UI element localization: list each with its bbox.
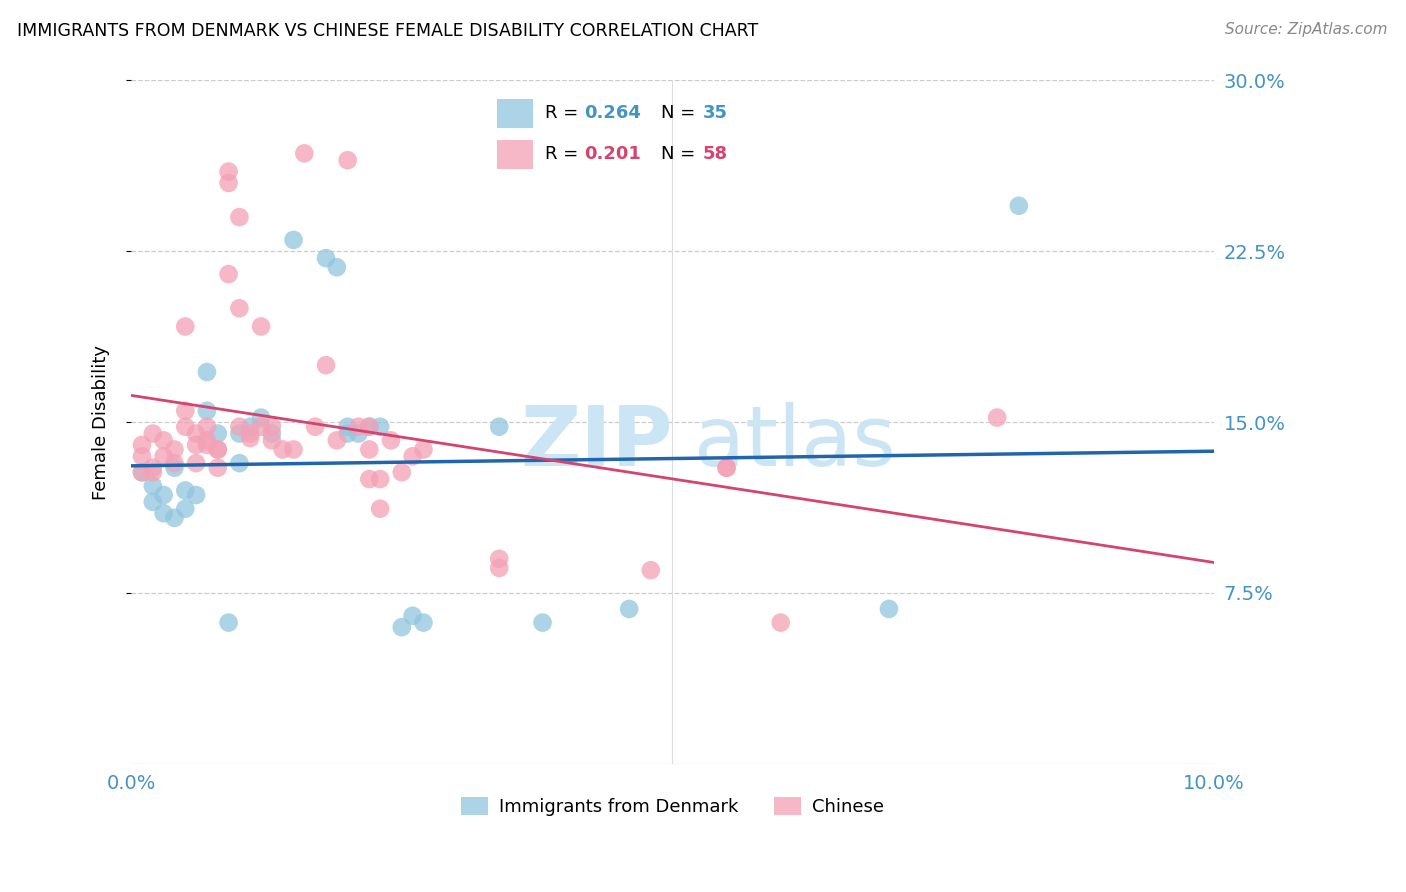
Point [617, 602, 640, 616]
Point [142, 479, 165, 493]
Text: IMMIGRANTS FROM DENMARK VS CHINESE FEMALE DISABILITY CORRELATION CHART: IMMIGRANTS FROM DENMARK VS CHINESE FEMAL… [17, 22, 758, 40]
Point [163, 460, 186, 475]
Point [174, 419, 197, 434]
Point [195, 419, 218, 434]
Point [380, 434, 402, 448]
Point [250, 319, 273, 334]
Point [488, 419, 510, 434]
Point [271, 442, 294, 457]
Point [359, 442, 381, 457]
Point [304, 419, 326, 434]
Point [195, 434, 218, 448]
Point [283, 233, 305, 247]
Point [283, 442, 305, 457]
Point [228, 210, 250, 224]
Point [336, 153, 359, 168]
Point [174, 319, 197, 334]
Point [207, 442, 229, 457]
Point [412, 442, 434, 457]
Point [218, 615, 240, 630]
Point [163, 456, 186, 470]
Point [218, 176, 240, 190]
Point [239, 431, 262, 445]
Point [239, 419, 262, 434]
Point [142, 460, 165, 475]
Point [184, 488, 207, 502]
Point [174, 403, 197, 417]
Point [336, 426, 359, 441]
Point [716, 460, 738, 475]
Point [391, 620, 413, 634]
Point [163, 442, 186, 457]
Point [218, 267, 240, 281]
Point [228, 426, 250, 441]
Point [228, 301, 250, 316]
Point [184, 456, 207, 470]
Point [640, 563, 662, 577]
Point [142, 426, 165, 441]
Point [207, 460, 229, 475]
Point [347, 419, 370, 434]
Point [131, 438, 153, 452]
Point [412, 615, 434, 630]
Point [163, 511, 186, 525]
Point [359, 472, 381, 486]
Point [152, 506, 174, 520]
Point [152, 434, 174, 448]
Point [195, 365, 218, 379]
Text: Source: ZipAtlas.com: Source: ZipAtlas.com [1225, 22, 1388, 37]
Point [195, 438, 218, 452]
Point [250, 419, 273, 434]
Point [368, 472, 391, 486]
Point [184, 426, 207, 441]
Point [401, 450, 423, 464]
Point [152, 488, 174, 502]
Y-axis label: Female Disability: Female Disability [93, 344, 110, 500]
Point [228, 419, 250, 434]
Text: atlas: atlas [695, 402, 896, 483]
Point [716, 460, 738, 475]
Point [250, 410, 273, 425]
Point [142, 465, 165, 479]
Point [877, 602, 900, 616]
Point [174, 483, 197, 498]
Text: ZIP: ZIP [520, 402, 672, 483]
Point [531, 615, 554, 630]
Point [174, 501, 197, 516]
Point [131, 465, 153, 479]
Point [488, 561, 510, 575]
Point [260, 434, 283, 448]
Point [218, 164, 240, 178]
Point [359, 419, 381, 434]
Point [184, 438, 207, 452]
Point [347, 426, 370, 441]
Point [207, 442, 229, 457]
Point [152, 450, 174, 464]
Point [315, 251, 337, 265]
Point [326, 260, 349, 275]
Point [488, 551, 510, 566]
Point [131, 465, 153, 479]
Point [326, 434, 349, 448]
Point [131, 450, 153, 464]
Point [359, 419, 381, 434]
Point [391, 465, 413, 479]
Point [142, 495, 165, 509]
Point [1008, 199, 1031, 213]
Point [195, 403, 218, 417]
Legend: Immigrants from Denmark, Chinese: Immigrants from Denmark, Chinese [454, 789, 891, 823]
Point [336, 419, 359, 434]
Point [315, 358, 337, 372]
Point [239, 426, 262, 441]
Point [207, 426, 229, 441]
Point [260, 426, 283, 441]
Point [368, 419, 391, 434]
Point [260, 419, 283, 434]
Point [228, 456, 250, 470]
Point [368, 501, 391, 516]
Point [292, 146, 315, 161]
Point [769, 615, 792, 630]
Point [401, 608, 423, 623]
Point [986, 410, 1008, 425]
